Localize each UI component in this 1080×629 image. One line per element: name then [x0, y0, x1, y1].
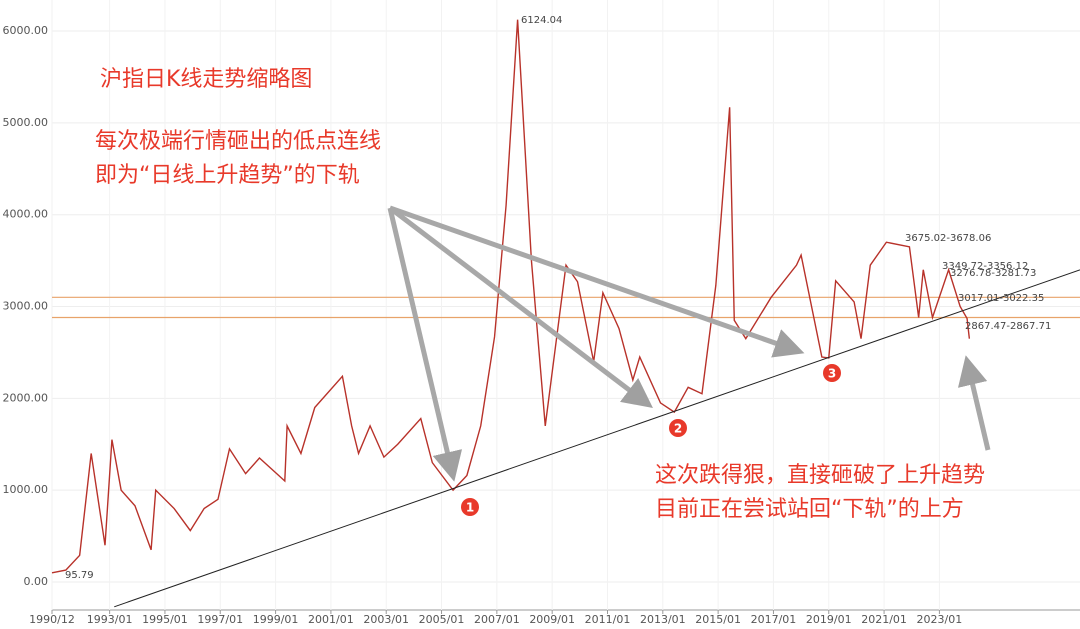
annotation: 这次跌得狠，直接砸破了上升趋势 [655, 463, 985, 488]
trend-line [114, 269, 1080, 608]
marker-label: 3 [828, 367, 836, 381]
arrow [388, 206, 653, 409]
x-tick-label: 2009/01 [529, 613, 575, 626]
price-label: 3349.72-3356.12 [942, 261, 1028, 272]
x-tick-label: 2005/01 [419, 613, 465, 626]
x-tick-label: 1993/01 [87, 613, 133, 626]
annotation: 目前正在尝试站回“下轨”的上方 [655, 497, 964, 522]
arrow [387, 207, 463, 482]
x-tick-label: 2003/01 [363, 613, 409, 626]
price-label: 6124.04 [521, 15, 562, 26]
price-label: 2867.47-2867.71 [965, 321, 1051, 332]
annotation: 即为“日线上升趋势”的下轨 [95, 163, 360, 188]
arrow [957, 355, 991, 451]
y-tick-label: 2000.00 [3, 391, 49, 404]
marker-label: 2 [674, 422, 682, 436]
y-tick-label: 4000.00 [3, 208, 49, 221]
x-tick-label: 1995/01 [142, 613, 188, 626]
y-tick-label: 5000.00 [3, 116, 49, 129]
price-label: 3017.01-3022.35 [958, 293, 1044, 304]
x-tick-label: 1990/12 [29, 613, 75, 626]
y-tick-label: 6000.00 [3, 24, 49, 37]
marker-label: 1 [466, 501, 474, 515]
price-label: 95.79 [65, 570, 94, 581]
x-tick-label: 2023/01 [917, 613, 963, 626]
marker-circle [823, 364, 841, 382]
price-label: 3675.02-3678.06 [905, 233, 991, 244]
x-tick-label: 2007/01 [474, 613, 520, 626]
x-tick-label: 2017/01 [751, 613, 797, 626]
arrows [387, 205, 991, 482]
arrow [389, 205, 805, 358]
marker-circle [669, 419, 687, 437]
y-tick-label: 0.00 [24, 575, 49, 588]
x-tick-label: 2021/01 [861, 613, 907, 626]
y-tick-label: 3000.00 [3, 300, 49, 313]
x-tick-label: 1999/01 [253, 613, 299, 626]
x-tick-label: 2013/01 [640, 613, 686, 626]
chart-title: 沪指日K线走势缩略图 [100, 67, 312, 92]
x-tick-label: 2015/01 [695, 613, 741, 626]
y-tick-label: 1000.00 [3, 483, 49, 496]
marker-circle [461, 498, 479, 516]
x-tick-label: 2019/01 [806, 613, 852, 626]
series-line [51, 19, 971, 574]
price-label: 3276.78-3281.73 [950, 268, 1036, 279]
plot [51, 19, 1080, 608]
x-tick-label: 1997/01 [197, 613, 243, 626]
x-tick-label: 2001/01 [308, 613, 354, 626]
x-tick-label: 2011/01 [585, 613, 631, 626]
annotation: 每次极端行情砸出的低点连线 [95, 129, 381, 154]
